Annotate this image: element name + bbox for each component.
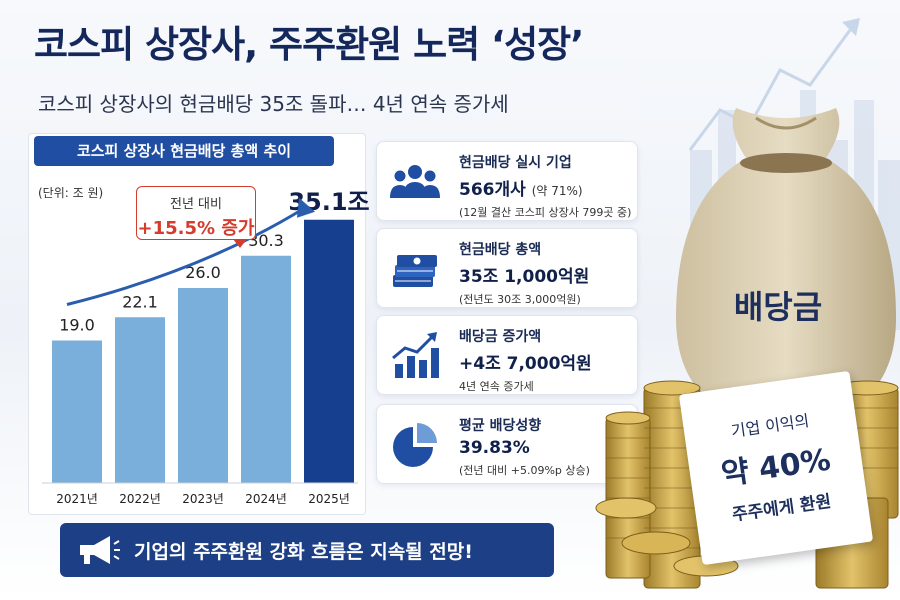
value-label: 19.0 (59, 316, 95, 335)
value-label: 22.1 (122, 292, 158, 311)
card-label: 배당금 증가액 (459, 329, 542, 345)
category-label: 2023년 (182, 492, 224, 506)
pie-chart-icon (393, 423, 437, 467)
stat-card-total: 현금배당 총액 35조 1,000억원 (전년도 30조 3,000억원) (376, 228, 638, 308)
people-icon (390, 165, 440, 198)
stat-card-companies: 현금배당 실시 기업 566개사 (약 71%) (12월 결산 코스피 상장사… (376, 141, 638, 221)
card-value: 566개사 (약 71%) (459, 180, 583, 200)
bag-label: 배당금 (733, 288, 823, 326)
card-note: (전년 대비 +5.09%p 상승) (459, 464, 590, 477)
callout-line-2: +15.5% 증가 (137, 218, 255, 239)
category-label: 2022년 (119, 492, 161, 506)
banner-text: 기업의 주주환원 강화 흐름은 지속될 전망! (134, 541, 473, 563)
growth-chart-icon (392, 332, 439, 378)
growth-callout: 전년 대비 +15.5% 증가 (136, 186, 256, 248)
category-label: 2025년 (308, 492, 350, 506)
stat-card-increase: 배당금 증가액 +4조 7,000억원 4년 연속 증가세 (376, 315, 638, 395)
value-label: 26.0 (185, 263, 221, 282)
card-note: (전년도 30조 3,000억원) (459, 293, 581, 306)
chart-unit-label: (단위: 조 원) (38, 186, 104, 200)
trend-arrow (66, 206, 306, 306)
card-label: 평균 배당성향 (459, 418, 542, 434)
megaphone-icon (80, 536, 120, 564)
stat-card-payout: 평균 배당성향 39.83% (전년 대비 +5.09%p 상승) (376, 404, 638, 484)
bar-chart: 19.02021년22.12022년26.02023년30.32024년35.1… (42, 188, 370, 506)
card-value: +4조 7,000억원 (459, 354, 592, 374)
shareholder-return-card: 기업 이익의 약 40% 주주에게 환원 (678, 370, 874, 566)
bar-2023년 (178, 288, 228, 483)
card-value: 39.83% (459, 438, 530, 458)
bar-2022년 (115, 317, 165, 483)
bar-2024년 (241, 255, 291, 483)
bar-2021년 (52, 340, 102, 483)
page-subtitle: 코스피 상장사의 현금배당 35조 돌파… 4년 연속 증가세 (38, 92, 509, 116)
page-title: 코스피 상장사, 주주환원 노력 ‘성장’ (34, 23, 584, 66)
card-label: 현금배당 총액 (459, 242, 542, 258)
category-label: 2024년 (245, 492, 287, 506)
outlook-banner: 기업의 주주환원 강화 흐름은 지속될 전망! (60, 523, 554, 577)
chart-title: 코스피 상장사 현금배당 총액 추이 (34, 136, 334, 166)
callout-line-1: 전년 대비 (170, 197, 222, 212)
category-label: 2021년 (56, 492, 98, 506)
cash-stack-icon (393, 255, 437, 287)
card-value: 35조 1,000억원 (459, 267, 590, 287)
card-note: (12월 결산 코스피 상장사 799곳 중) (459, 206, 632, 219)
trend-arrow-head (297, 197, 315, 218)
bar-2025년 (304, 219, 354, 483)
card-note: 4년 연속 증가세 (459, 380, 534, 393)
card-label: 현금배당 실시 기업 (459, 155, 572, 171)
